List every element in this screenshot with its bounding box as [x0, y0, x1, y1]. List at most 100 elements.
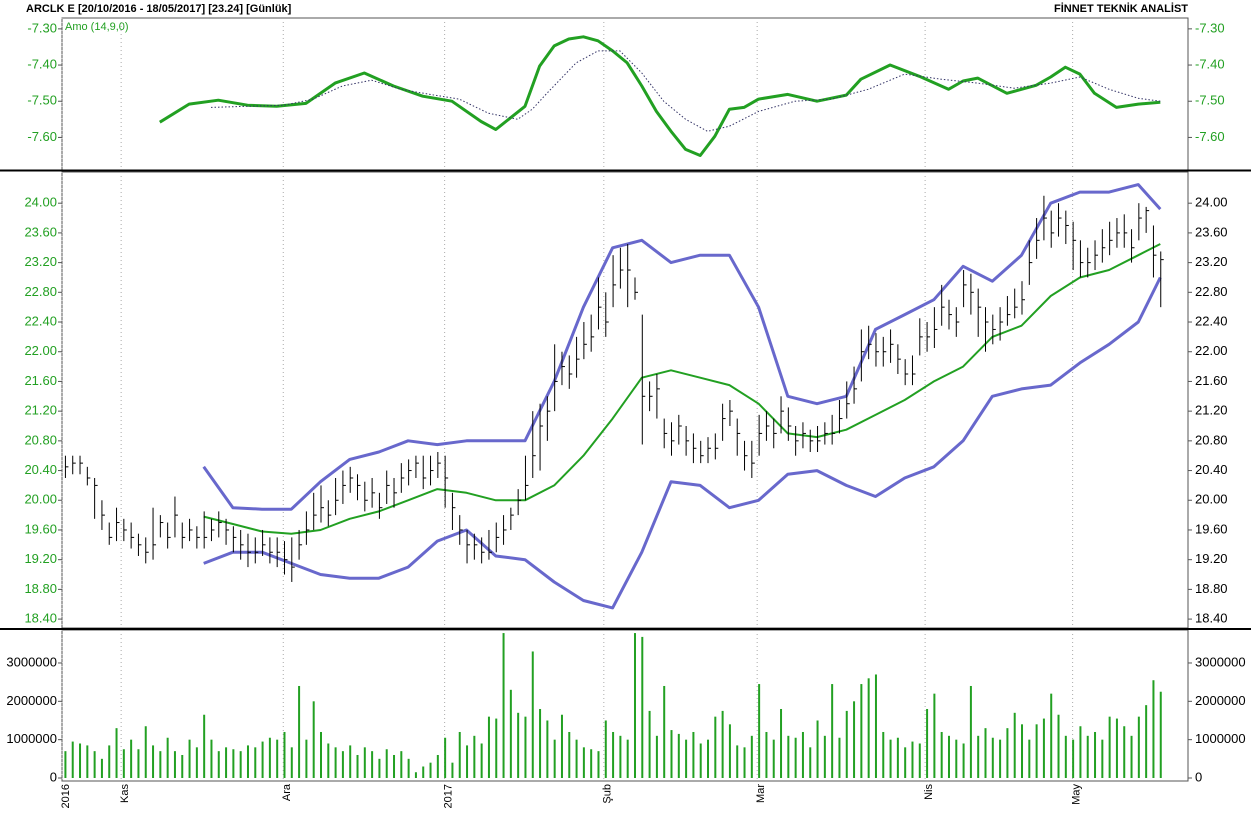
volume-bar: [261, 741, 264, 778]
volume-bar: [480, 743, 483, 778]
y-tick-label: 2000000: [1195, 693, 1246, 708]
volume-bar: [181, 754, 184, 778]
y-tick-label: 18.80: [24, 581, 57, 596]
volume-bar: [312, 701, 315, 778]
volume-bar: [780, 708, 783, 778]
volume-bar: [1079, 726, 1082, 778]
volume-bar: [1145, 705, 1148, 778]
volume-bar: [677, 733, 680, 778]
volume-bar: [823, 735, 826, 778]
y-tick-label: 3000000: [6, 654, 57, 669]
volume-bar: [1035, 724, 1038, 778]
volume-bar: [1094, 731, 1097, 778]
volume-bar: [831, 684, 834, 778]
volume-bar: [699, 743, 702, 778]
volume-bar: [487, 716, 490, 778]
volume-bar: [86, 745, 89, 778]
y-tick-label: 23.20: [24, 254, 57, 269]
volume-bar: [363, 747, 366, 778]
volume-bar: [1108, 716, 1111, 778]
y-tick-label: 21.20: [1195, 403, 1228, 418]
volume-bar: [422, 766, 425, 778]
y-tick-label: 18.40: [1195, 611, 1228, 626]
volume-bar: [889, 739, 892, 778]
volume-bar: [560, 714, 563, 778]
volume-bar: [283, 731, 286, 778]
volume-bar: [612, 731, 615, 778]
volume-bar: [984, 728, 987, 778]
volume-bar: [765, 731, 768, 778]
volume-bar: [436, 754, 439, 778]
y-tick-label: 19.20: [24, 551, 57, 566]
volume-bar: [845, 710, 848, 778]
volume-bar: [867, 678, 870, 778]
y-tick-label: -7.40: [1195, 56, 1225, 71]
y-tick-label: 24.00: [1195, 195, 1228, 210]
volume-bar: [860, 684, 863, 778]
volume-bar: [626, 739, 629, 778]
y-tick-label: -7.60: [1195, 129, 1225, 144]
volume-bar: [451, 762, 454, 778]
volume-bar: [685, 739, 688, 778]
y-tick-label: 24.00: [24, 195, 57, 210]
volume-bar: [349, 745, 352, 778]
volume-bar: [327, 743, 330, 778]
volume-bar: [108, 745, 111, 778]
volume-bar: [473, 735, 476, 778]
volume-bar: [100, 758, 103, 778]
volume-bar: [210, 739, 213, 778]
volume-bar: [298, 685, 301, 778]
band-lower: [203, 276, 1162, 610]
volume-bar: [495, 718, 498, 778]
volume-bar: [546, 720, 549, 778]
volume-bar: [816, 720, 819, 778]
volume-bar: [1042, 718, 1045, 778]
volume-bar: [385, 749, 388, 778]
volume-bar: [721, 710, 724, 778]
volume-bar: [407, 758, 410, 778]
volume-bar: [597, 751, 600, 778]
volume-bar: [809, 747, 812, 778]
y-tick-label: 19.60: [24, 521, 57, 536]
volume-bar: [64, 751, 67, 778]
y-tick-label: 21.60: [1195, 373, 1228, 388]
volume-bar: [524, 716, 527, 778]
volume-bar: [319, 731, 322, 778]
volume-bar: [991, 737, 994, 778]
volume-bar: [801, 731, 804, 778]
volume-bar: [714, 716, 717, 778]
volume-bar: [794, 737, 797, 778]
y-tick-label: 20.40: [24, 462, 57, 477]
volume-bar: [79, 743, 82, 778]
band-upper: [202, 183, 1162, 511]
volume-bar: [874, 674, 877, 778]
volume-bar: [926, 708, 929, 778]
y-tick-label: 0: [1195, 769, 1202, 784]
volume-bar: [1064, 735, 1067, 778]
volume-bar: [458, 731, 461, 778]
volume-bar: [1130, 735, 1133, 778]
y-tick-label: 2000000: [6, 693, 57, 708]
volume-bar: [707, 739, 710, 778]
volume-bar: [853, 701, 856, 778]
volume-bar: [1152, 680, 1155, 778]
volume-bar: [371, 751, 374, 778]
volume-bar: [188, 739, 191, 778]
volume-bar: [341, 751, 344, 778]
volume-bar: [159, 751, 162, 778]
y-tick-label: 0: [50, 769, 57, 784]
volume-bar: [999, 739, 1002, 778]
volume-bar: [955, 739, 958, 778]
amo-line: [210, 50, 1161, 132]
y-tick-label: 20.00: [1195, 492, 1228, 507]
volume-bar: [582, 747, 585, 778]
volume-bar: [130, 739, 133, 778]
x-tick-label: 2017: [443, 784, 455, 808]
volume-bar: [137, 749, 140, 778]
y-tick-label: 23.60: [24, 224, 57, 239]
y-tick-label: 20.00: [24, 492, 57, 507]
volume-bar: [502, 633, 505, 778]
y-tick-label: 3000000: [1195, 654, 1246, 669]
x-tick-label: 2016: [60, 784, 72, 808]
